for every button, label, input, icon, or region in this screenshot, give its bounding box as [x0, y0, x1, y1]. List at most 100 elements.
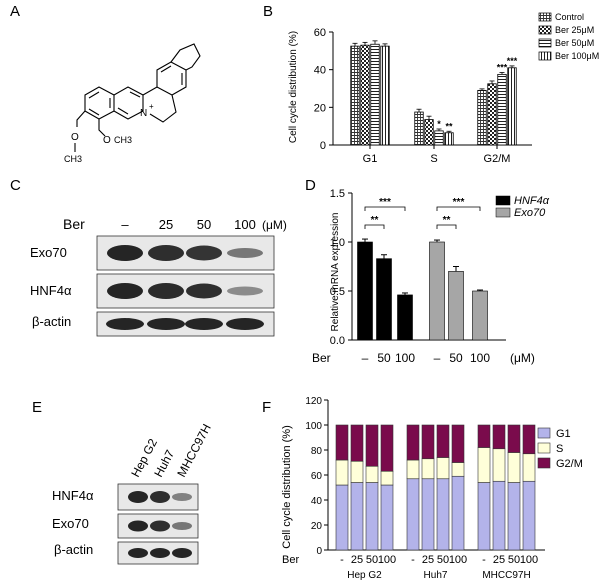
chart-f-seg-g0-d2-s1 [365, 465, 379, 483]
chart-f-seg-g1-d1-s2 [421, 424, 435, 460]
panel-letter-c: C [10, 177, 21, 194]
chart-d-bar-s1-1 [448, 271, 464, 341]
chart-f-seg-g2-d0-s2 [477, 424, 491, 448]
blot-c-hnf4a-band-2 [186, 283, 222, 299]
chart-d-sig-bracket-0 [364, 224, 385, 229]
chart-d-xlabel-s0-1: 50 [377, 351, 391, 365]
chart-f-legend-swatch-0 [537, 427, 551, 439]
chart-f-dose-label-g0-0: - [340, 554, 344, 566]
chart-d-sig-label-1: *** [379, 197, 391, 208]
blot-c-dose-1: 25 [159, 217, 173, 232]
chart-f-seg-g1-d3-s2 [451, 424, 465, 463]
chart-f-dose-label-g1-2: 50 [437, 554, 449, 566]
chart-d-sig-label-2: ** [443, 215, 451, 226]
chart-f-seg-g2-d3-s0 [522, 480, 536, 551]
chart-f-ytick-label-2: 40 [311, 496, 323, 507]
chart-f-seg-g0-d2-s0 [365, 482, 379, 551]
chart-f-legend-label-1: S [556, 443, 563, 455]
chart-f-ytick-label-5: 100 [305, 421, 322, 432]
methyl-top: CH3 [64, 154, 82, 164]
chart-d-ber-label: Ber [312, 351, 331, 365]
chart-d-bar-s0-1 [376, 258, 392, 341]
chart-d-xlabel-s1-0: – [434, 351, 441, 365]
chart-f-seg-g2-d1-s0 [492, 480, 506, 551]
chart-f-group-label-2: MHCC97H [482, 570, 530, 581]
chart-f-seg-g1-d1-s1 [421, 458, 435, 480]
blot-e-exo70-band-2 [172, 522, 192, 530]
ring-tetrahydro-bonds [142, 86, 177, 123]
chart-b-legend-label-3: Ber 100μM [555, 51, 599, 61]
blot-c-dose-3: 100 [234, 217, 256, 232]
chart-d-ytick-label-2: 1.0 [330, 237, 345, 249]
blot-c-exo70-band-3 [227, 248, 263, 258]
chart-b-legend: Control Ber 25μM Ber 50μM Ber 100μM [538, 12, 599, 61]
chart-f-seg-g1-d0-s2 [406, 424, 420, 461]
blot-c-dose-0: – [121, 217, 129, 232]
chart-d-xlabel-s0-0: – [362, 351, 369, 365]
chart-f-seg-g0-d0-s2 [335, 424, 349, 461]
chart-b-bar-s0-g0 [350, 45, 360, 146]
blot-e-hnf4a-band-0 [128, 491, 148, 503]
berberine-structure [74, 43, 201, 152]
chart-b-bar-s1-g1 [424, 119, 434, 146]
chart-f-ytick-label-4: 80 [311, 446, 323, 457]
chart-f-seg-g1-d2-s0 [436, 478, 450, 551]
chart-d-xlabel-s1-2: 100 [470, 351, 490, 365]
chart-f-seg-g2-d3-s2 [522, 424, 536, 455]
chart-d-legend-label-0: HNF4α [514, 195, 550, 207]
chart-b-xtick-label-0: G1 [363, 153, 378, 165]
chart-f-dose-label-g2-3: 100 [520, 554, 538, 566]
chart-d-legend-swatch-0 [495, 195, 511, 206]
chart-b-bar-s0-g1 [414, 111, 424, 146]
blot-e-row-hnf4a: HNF4α [52, 488, 94, 503]
panel-letter-a: A [10, 3, 20, 20]
chart-b-ylabel: Cell cycle distribution (%) [288, 31, 299, 143]
chart-d-bars: ********** [357, 197, 488, 341]
chart-f-dose-label-g0-3: 100 [378, 554, 396, 566]
chart-b-ytick-label-3: 60 [314, 27, 326, 39]
chart-f-seg-g1-d1-s0 [421, 478, 435, 551]
blot-c-exo70-band-0 [107, 245, 143, 261]
blot-c-hnf4a-band-1 [148, 283, 184, 299]
chart-f-seg-g0-d1-s0 [350, 482, 364, 551]
chart-f-seg-g2-d3-s1 [522, 453, 536, 482]
chart-f-dose-label-g2-2: 50 [508, 554, 520, 566]
chart-b-bar-s1-g2 [487, 83, 497, 146]
ring-benzodioxole-bonds [156, 61, 187, 96]
chart-d-bar-s1-0 [429, 241, 445, 341]
chart-f-ytick-label-3: 60 [311, 471, 323, 482]
blot-c-actin-band-0 [106, 318, 144, 330]
blot-e-row-actin: β-actin [54, 542, 93, 557]
chart-f-seg-g2-d2-s0 [507, 482, 521, 551]
chart-b-bar-s1-g0 [360, 44, 370, 146]
chart-d-mrna: Relative mRNA expression 0.00.51.01.5– 50… [312, 188, 550, 365]
chart-f-seg-g1-d0-s1 [406, 459, 420, 480]
chart-b-bar-s2-g0 [370, 43, 380, 146]
chart-f-seg-g1-d2-s1 [436, 457, 450, 480]
panel-letter-e: E [32, 399, 42, 416]
chart-d-sig-bracket-3 [436, 206, 481, 211]
panel-letter-b: B [263, 3, 273, 20]
chart-f-dose-label-g2-1: 25 [493, 554, 505, 566]
blot-e-exo70-band-0 [128, 520, 148, 532]
chart-d-bar-s0-2 [397, 294, 413, 341]
chart-f-dose-label-g1-1: 25 [422, 554, 434, 566]
blot-c-row-exo70: Exo70 [30, 245, 67, 260]
methyl-bottom: CH3 [114, 135, 132, 145]
charge-label: + [149, 102, 154, 111]
chart-f-ytick-label-0: 0 [316, 546, 322, 557]
blot-c-row-hnf4a: HNF4α [30, 283, 72, 298]
blot-c-row-actin: β-actin [32, 314, 71, 329]
chart-f-dose-label-g1-0: - [411, 554, 415, 566]
chart-f-dose-label-g0-2: 50 [366, 554, 378, 566]
blot-c-exo70-band-1 [148, 245, 184, 261]
chart-f-group-label-0: Hep G2 [347, 570, 382, 581]
chart-b-ytick-label-1: 20 [314, 102, 326, 114]
chart-b-bar-s3-g0 [380, 45, 390, 146]
chart-f-ytick-label-6: 120 [305, 396, 322, 407]
chart-b-bar-s3-g2 [507, 67, 517, 146]
